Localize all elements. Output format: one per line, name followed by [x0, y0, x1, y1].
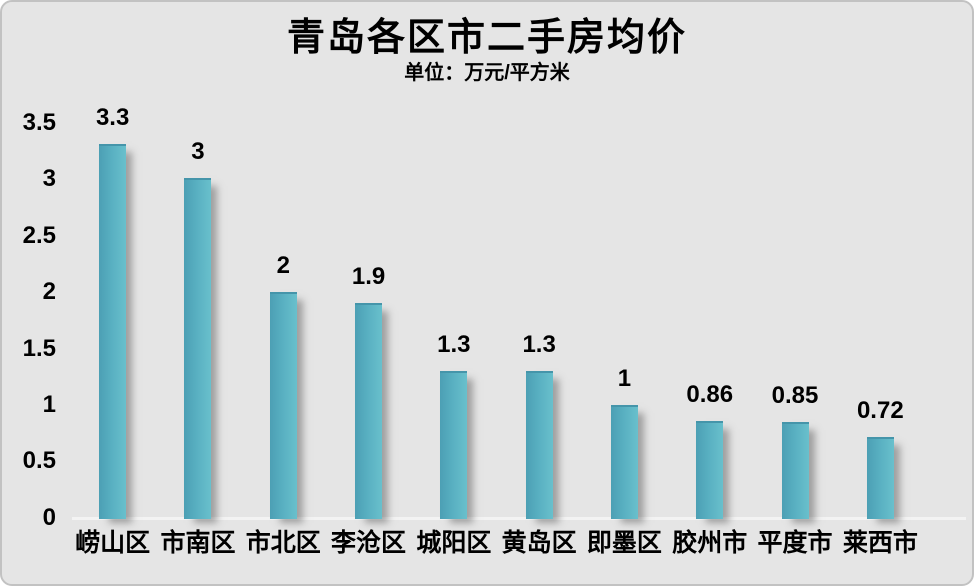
y-axis-tick-label: 2.5	[22, 222, 56, 249]
bar-slot: 2	[241, 102, 326, 519]
bar-value-label: 2	[276, 252, 290, 279]
bar	[525, 371, 553, 519]
bar-value-label: 1.9	[351, 263, 386, 290]
category-label: 李沧区	[331, 529, 407, 557]
y-axis-tick-label: 1	[42, 391, 56, 418]
bar	[184, 178, 212, 519]
bar-value-label: 0.86	[686, 381, 734, 408]
category-label: 莱西市	[842, 529, 918, 557]
y-axis-tick-label: 2	[42, 278, 56, 305]
bar-slot: 0.85	[752, 102, 837, 519]
bar-value-label: 1.3	[437, 331, 471, 358]
bar-slot: 3	[155, 102, 240, 519]
bar-slot: 1.3	[496, 102, 581, 519]
bar-value-label: 3	[191, 138, 205, 165]
y-axis-tick-label: 3.5	[22, 109, 56, 136]
category-label: 即墨区	[586, 529, 662, 557]
category-label: 平度市	[757, 529, 833, 557]
category-label: 市北区	[245, 529, 321, 557]
bar	[440, 371, 468, 519]
bar	[355, 303, 383, 519]
bar	[610, 405, 638, 519]
bar-slot: 1.3	[411, 102, 496, 519]
chart-subtitle: 单位：万元/平方米	[404, 62, 570, 84]
bar-value-label: 0.85	[771, 382, 819, 409]
y-axis-tick-label: 0.5	[22, 447, 56, 474]
y-axis-tick-label: 3	[42, 165, 56, 192]
category-label: 胶州市	[672, 529, 748, 557]
bar	[696, 421, 724, 519]
category-label: 城阳区	[416, 529, 492, 557]
bar-value-label: 1	[617, 365, 632, 392]
bar-value-label: 0.72	[856, 397, 904, 424]
bar-value-label: 1.3	[522, 331, 556, 358]
bar	[866, 437, 894, 519]
bar-slot: 3.3	[70, 102, 155, 519]
bar	[269, 292, 297, 519]
category-label: 崂山区	[75, 529, 151, 557]
bar-slot: 0.72	[838, 102, 923, 519]
x-axis-baseline	[72, 517, 966, 520]
category-label: 市南区	[160, 529, 236, 557]
chart-title: 青岛各区市二手房均价	[286, 17, 687, 59]
plot-area: 3.3 3 2 1.9 1.3 1.3 1 0.86 0.85 0.72	[70, 102, 923, 519]
bar-slot: 1.9	[326, 102, 411, 519]
y-axis-tick-label: 0	[42, 504, 56, 531]
bar-value-label: 3.3	[95, 104, 130, 131]
y-axis-tick-label: 1.5	[22, 335, 56, 362]
bar-slot: 1	[582, 102, 667, 519]
x-axis-category-labels: 崂山区 市南区 市北区 李沧区 城阳区 黄岛区 即墨区 胶州市 平度市 莱西市	[70, 526, 923, 560]
bar	[99, 144, 127, 519]
y-axis: 3.5 3 2.5 2 1.5 1 0.5 0	[2, 2, 60, 584]
bar	[781, 422, 809, 519]
bar-slot: 0.86	[667, 102, 752, 519]
category-label: 黄岛区	[501, 529, 577, 557]
